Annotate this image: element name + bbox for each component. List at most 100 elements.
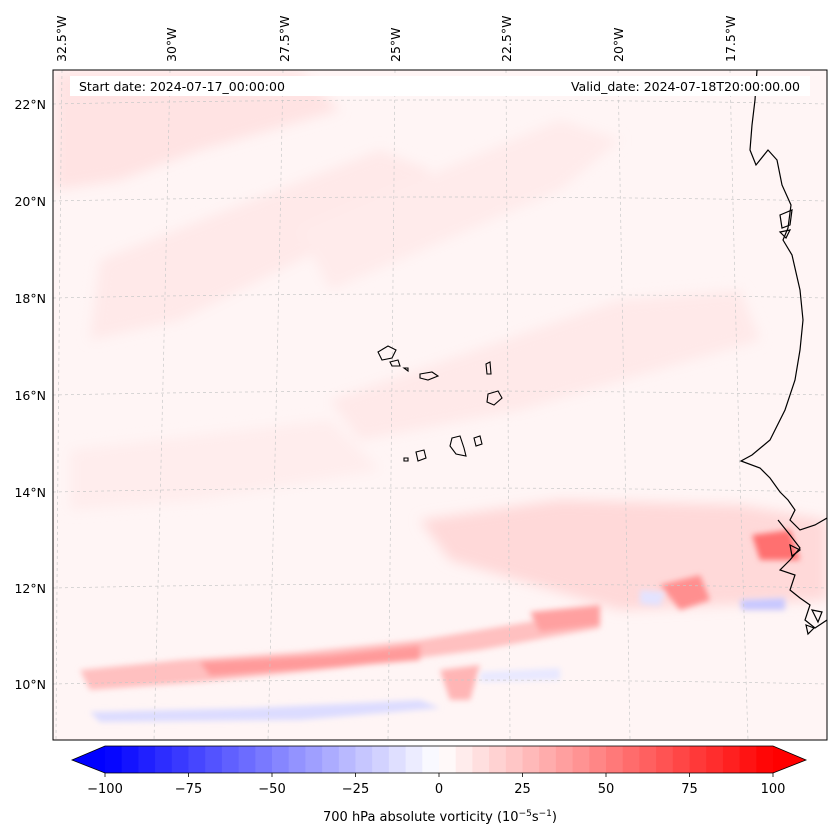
colorbar-ticks: −100 −75 −50 −25 0 25 50 75 100 <box>87 773 785 797</box>
colorbar-segment <box>138 746 156 773</box>
map-panel: Start date: 2024-07-17_00:00:00 Valid_da… <box>52 69 828 741</box>
longitude-label: 27.5°W <box>277 16 292 62</box>
colorbar-segment <box>105 746 123 773</box>
colorbar-tick-label: −50 <box>258 782 285 797</box>
cabo-verde-islands <box>377 345 503 462</box>
longitude-label: 32.5°W <box>54 16 69 62</box>
colorbar-segment <box>355 746 373 773</box>
meridian-gridline <box>153 70 171 740</box>
colorbar-segment <box>188 746 206 773</box>
colorbar-segment <box>439 746 457 773</box>
longitude-label: 22.5°W <box>499 16 514 62</box>
colorbar-segment <box>171 746 190 773</box>
latitude-label: 10°N <box>14 677 46 692</box>
vorticity-patch <box>330 290 760 440</box>
colorbar-segment <box>756 746 774 773</box>
island-santa-luzia <box>402 367 409 373</box>
meridian-gridline <box>505 70 511 740</box>
colorbar-segment <box>255 746 273 773</box>
meridian-gridline <box>55 70 63 740</box>
colorbar-segment <box>572 746 590 773</box>
meridian-gridline <box>387 70 396 740</box>
colorbar-segment <box>489 746 507 773</box>
parallel-gridline <box>53 679 827 685</box>
colorbar-segment <box>722 746 741 773</box>
vorticity-patch <box>420 500 827 610</box>
colorbar-segment <box>322 746 340 773</box>
latitude-label: 20°N <box>14 194 46 209</box>
colorbar-tick-label: 0 <box>435 782 443 797</box>
parallel-gridline <box>53 583 827 589</box>
colorbar-segment <box>706 746 724 773</box>
island-sao-nicolau <box>419 371 440 381</box>
longitude-label: 17.5°W <box>723 16 738 62</box>
colorbar-segment <box>405 746 423 773</box>
colorbar-segment <box>388 746 407 773</box>
vorticity-band-core <box>530 605 600 632</box>
colorbar-gradient <box>105 746 774 773</box>
latitude-label: 12°N <box>14 581 46 596</box>
colorbar-segment <box>422 746 440 773</box>
coastal-island <box>789 543 802 558</box>
colorbar-segment <box>656 746 674 773</box>
coastal-island <box>810 609 823 624</box>
island-santiago <box>449 435 467 457</box>
colorbar-segment <box>555 746 574 773</box>
colorbar-tick-label: 25 <box>514 782 531 797</box>
coastline <box>739 70 827 636</box>
map-frame <box>52 69 828 741</box>
island-santo-antao <box>377 345 397 361</box>
coastal-island <box>779 209 793 229</box>
colorbar-segment <box>472 746 490 773</box>
negative-vorticity-streak <box>740 598 785 610</box>
colorbar-label: 700 hPa absolute vorticity (10−5s−1) <box>323 809 557 825</box>
vorticity-patch <box>440 665 480 700</box>
colorbar-segment <box>205 746 223 773</box>
colorbar-segment <box>522 746 540 773</box>
parallel-gridline <box>53 487 827 493</box>
graticule <box>53 70 827 740</box>
african-coastline <box>739 70 827 531</box>
colorbar-tick-label: −25 <box>342 782 369 797</box>
coastal-island <box>778 229 792 240</box>
colorbar-max-extension <box>773 746 806 773</box>
negative-vorticity-streak <box>90 700 440 722</box>
latitude-labels: 22°N 20°N 18°N 16°N 14°N 12°N 10°N <box>14 97 46 692</box>
colorbar-segment <box>672 746 691 773</box>
colorbar-segment <box>121 746 139 773</box>
colorbar-segment <box>455 746 473 773</box>
colorbar-tick-label: −100 <box>87 782 123 797</box>
colorbar-segment <box>288 746 306 773</box>
colorbar-segment <box>689 746 707 773</box>
colorbar-segment <box>505 746 524 773</box>
info-strip <box>70 76 810 96</box>
colorbar-segment <box>372 746 390 773</box>
coastal-island <box>805 624 816 636</box>
vorticity-patch <box>55 72 340 190</box>
vorticity-maximum <box>752 530 800 560</box>
parallel-gridline <box>53 293 827 299</box>
vorticity-band-core <box>200 645 420 676</box>
vorticity-patch <box>70 420 380 510</box>
parallel-gridline <box>53 99 827 105</box>
colorbar-segment <box>639 746 657 773</box>
vorticity-patch <box>300 120 620 290</box>
negative-vorticity-streak <box>640 590 665 606</box>
island-brava <box>403 457 409 462</box>
latitude-label: 14°N <box>14 485 46 500</box>
colorbar-tick-label: 100 <box>761 782 786 797</box>
vorticity-maximum <box>660 575 710 610</box>
island-boa-vista <box>486 390 503 406</box>
latitude-label: 16°N <box>14 388 46 403</box>
colorbar-segment <box>622 746 640 773</box>
island-sal <box>485 361 492 375</box>
valid-date-label: Valid_date: 2024-07-18T20:00:00.00 <box>571 79 800 94</box>
colorbar-segment <box>155 746 173 773</box>
colorbar-min-extension <box>72 746 105 773</box>
island-fogo <box>415 449 427 462</box>
island-sao-vicente <box>389 359 401 367</box>
meridian-gridline <box>617 70 631 740</box>
colorbar-tick-label: −75 <box>175 782 202 797</box>
colorbar-segment <box>739 746 757 773</box>
